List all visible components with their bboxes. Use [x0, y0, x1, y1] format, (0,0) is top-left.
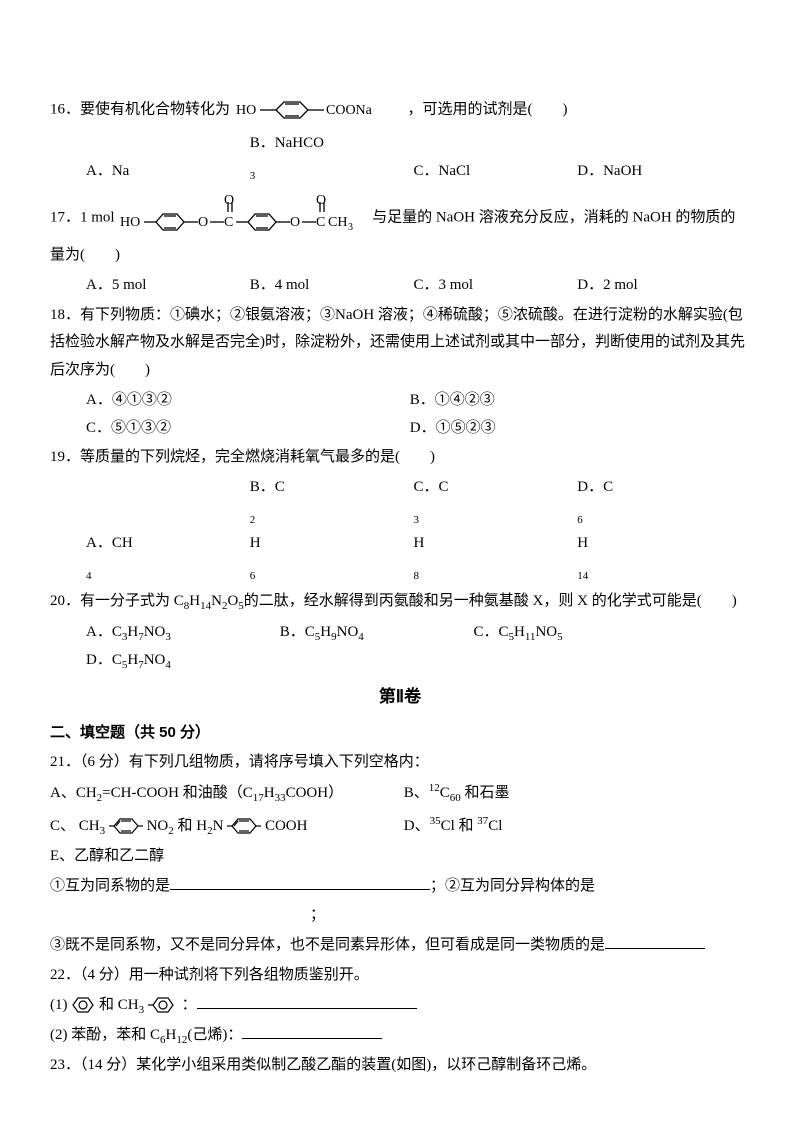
question-18: 18．有下列物质：①碘水；②银氨溶液；③NaOH 溶液；④稀硫酸；⑤浓硫酸。在进… [50, 302, 750, 385]
q17-opt-b: B．4 mol [250, 272, 410, 300]
q16-options: A．Na B．NaHCO3 C．NaCl D．NaOH [50, 130, 750, 186]
svg-text:HO: HO [120, 215, 140, 230]
q21-blank-1c: ； [50, 902, 750, 930]
svg-text:O: O [316, 194, 326, 208]
q18-opt-b: B．①④②③ [410, 387, 730, 415]
q19-options: A．CH4 B．C2H6 C．C3H8 D．C6H14 [50, 474, 750, 586]
svg-text:O: O [198, 215, 208, 230]
q16-structure-svg: HO COONa [234, 92, 404, 128]
q16-stem-a: 16．要使有机化合物转化为 [50, 101, 230, 117]
svg-text:C: C [224, 215, 233, 230]
blank-input[interactable] [170, 874, 430, 890]
q17-opt-a: A．5 mol [86, 272, 246, 300]
q21-blank-3: ③既不是同系物，又不是同分异体，也不是同素异形体，但可看成是同一类物质的是 [50, 932, 750, 960]
q21-stem: 21．（6 分）有下列几组物质，请将序号填入下列空格内： [50, 754, 429, 770]
q18-options: A．④①③② B．①④②③ C．⑤①③② D．①⑤②③ [50, 387, 750, 443]
blank-input[interactable] [242, 1023, 382, 1039]
benzene-icon [227, 817, 261, 835]
q18-opt-c: C．⑤①③② [86, 415, 406, 443]
blank-input[interactable] [605, 933, 705, 949]
q19-opt-c: C．C3H8 [414, 474, 574, 586]
question-20: 20．有一分子式为 C8H14N2O5的二肽，经水解得到丙氨酸和另一种氨基酸 X… [50, 588, 750, 616]
question-21: 21．（6 分）有下列几组物质，请将序号填入下列空格内： [50, 749, 750, 777]
q21-item-c: C、 CH3 NO2 和 H2N COOH [50, 813, 400, 841]
q20-opt-a: A．C3H7NO3 [86, 619, 276, 647]
svg-text:O: O [290, 215, 300, 230]
question-16: 16．要使有机化合物转化为 HO COONa ，可选用的试剂是( ) [50, 92, 750, 128]
q21-item-a: A、CH2=CH-COOH 和油酸（C17H33COOH） [50, 780, 400, 808]
question-19: 19．等质量的下列烷烃，完全燃烧消耗氧气最多的是( ) [50, 444, 750, 472]
q19-opt-b: B．C2H6 [250, 474, 410, 586]
q21-row-ab: A、CH2=CH-COOH 和油酸（C17H33COOH） B、12C60 和石… [50, 778, 750, 808]
q18-opt-a: A．④①③② [86, 387, 406, 415]
question-22: 22．（4 分）用一种试剂将下列各组物质鉴别开。 [50, 962, 750, 990]
question-23: 23．（14 分）某化学小组采用类似制乙酸乙酯的装置(如图)，以环己醇制备环己烯… [50, 1052, 750, 1080]
q20-opt-c: C．C5H11NO5 [474, 619, 664, 647]
svg-text:CH: CH [328, 215, 347, 230]
q18-opt-d: D．①⑤②③ [410, 415, 730, 443]
q17-opt-d: D．2 mol [577, 272, 737, 300]
q20-opt-d: D．C5H7NO4 [86, 647, 276, 675]
q16-opt-d: D．NaOH [577, 158, 737, 186]
q19-opt-d: D．C6H14 [577, 474, 737, 586]
blank-input[interactable] [197, 993, 417, 1009]
q22-part-2: (2) 苯酚，苯和 C6H12(己烯)： [50, 1022, 750, 1050]
q20-options: A．C3H7NO3 B．C5H9NO4 C．C5H11NO5 D．C5H7NO4 [50, 619, 750, 676]
q16-opt-a: A．Na [86, 158, 246, 186]
question-17: 17．1 mol HO O C O O C O CH 3 与足量的 NaOH 溶… [50, 194, 750, 270]
q21-item-b: B、12C60 和石墨 [404, 785, 510, 801]
q20-opt-b: B．C5H9NO4 [280, 619, 470, 647]
q16-opt-c: C．NaCl [414, 158, 574, 186]
q19-opt-a: A．CH4 [86, 530, 246, 586]
q17-opt-c: C．3 mol [414, 272, 574, 300]
svg-text:COONa: COONa [326, 103, 373, 118]
q21-item-d: D、35Cl 和 37Cl [404, 818, 503, 834]
q21-blank-1: ①互为同系物的是；②互为同分异构体的是 [50, 873, 750, 901]
svg-text:3: 3 [348, 222, 353, 233]
q23-stem: 23．（14 分）某化学小组采用类似制乙酸乙酯的装置(如图)，以环己醇制备环己烯… [50, 1057, 596, 1073]
q16-opt-b: B．NaHCO3 [250, 130, 410, 186]
q22-part-1: (1) 和 CH3 ： [50, 992, 750, 1020]
q22-stem: 22．（4 分）用一种试剂将下列各组物质鉴别开。 [50, 967, 369, 983]
svg-text:HO: HO [236, 103, 256, 118]
q19-stem: 19．等质量的下列烷烃，完全燃烧消耗氧气最多的是( ) [50, 449, 435, 465]
q16-stem-b: ，可选用的试剂是( ) [408, 101, 568, 117]
q17-stem-a: 17．1 mol [50, 210, 115, 226]
benzene-icon [148, 996, 178, 1014]
q17-structure-svg: HO O C O O C O CH 3 [118, 194, 368, 242]
svg-text:C: C [316, 215, 325, 230]
benzene-icon [71, 996, 95, 1014]
q17-options: A．5 mol B．4 mol C．3 mol D．2 mol [50, 272, 750, 300]
svg-text:O: O [224, 194, 234, 208]
section-2-title: 二、填空题（共 50 分） [50, 719, 750, 747]
part-2-heading: 第Ⅱ卷 [50, 681, 750, 712]
q18-stem: 18．有下列物质：①碘水；②银氨溶液；③NaOH 溶液；④稀硫酸；⑤浓硫酸。在进… [50, 307, 745, 379]
benzene-icon [109, 817, 143, 835]
q21-row-cd: C、 CH3 NO2 和 H2N COOH D、35Cl 和 37Cl [50, 811, 750, 841]
q21-item-e: E、乙醇和乙二醇 [50, 843, 750, 871]
